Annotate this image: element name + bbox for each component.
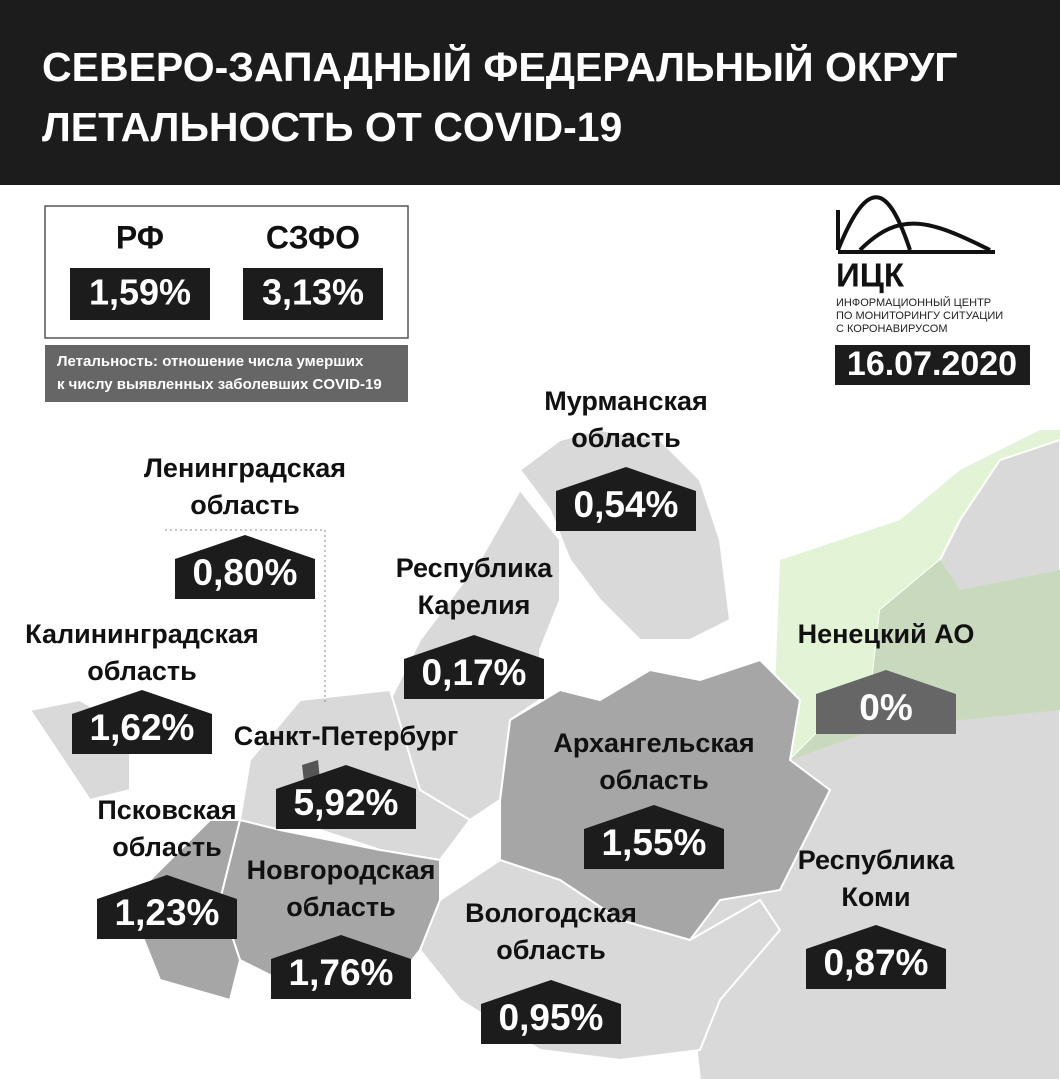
region-name: Калининградская [25, 619, 259, 649]
region-value: 0,80% [193, 552, 298, 593]
value-badge [276, 765, 416, 829]
region-value: 1,55% [602, 822, 707, 863]
logo-line: ПО МОНИТОРИНГУ СИТУАЦИИ [836, 310, 1003, 322]
region-value: 1,62% [90, 707, 195, 748]
value-badge [97, 875, 237, 939]
value-badge [404, 635, 544, 699]
value-badge [584, 805, 724, 869]
summary-label: РФ [116, 219, 164, 255]
summary-value-box [70, 268, 210, 320]
value-badge [72, 690, 212, 754]
logo [836, 195, 995, 254]
leader-line [165, 529, 326, 705]
region-value: 5,92% [294, 782, 399, 823]
region-name: область [286, 892, 396, 922]
value-badge [806, 925, 946, 989]
title: СЕВЕРО-ЗАПАДНЫЙ ФЕДЕРАЛЬНЫЙ ОКРУГ [42, 44, 958, 90]
region-murmansk [518, 428, 732, 641]
region-name: Мурманская [544, 386, 708, 416]
value-badge [556, 467, 696, 531]
value-badge [816, 670, 956, 734]
value-badge [175, 535, 315, 599]
region-name: Республика [798, 845, 956, 875]
logo-line: ИНФОРМАЦИОННЫЙ ЦЕНТР [836, 296, 991, 309]
region-name: Псковская [97, 795, 236, 825]
region-name: область [190, 490, 300, 520]
region-value: 0,54% [574, 484, 679, 525]
region-value: 1,23% [115, 892, 220, 933]
value-badge [481, 980, 621, 1044]
region-value: 0% [859, 687, 912, 728]
date: 16.07.2020 [847, 345, 1017, 383]
region-name: область [599, 765, 709, 795]
region-value: 0,87% [824, 942, 929, 983]
region-name: область [87, 656, 197, 686]
region-name: Вологодская [465, 898, 637, 928]
region-name: Ненецкий АО [798, 619, 975, 649]
region-name: Санкт-Петербург [234, 721, 458, 751]
region-name: область [112, 832, 222, 862]
value-badge [271, 935, 411, 999]
summary-label: СЗФО [266, 219, 360, 255]
region-value: 1,76% [289, 952, 394, 993]
region-name: Ленинградская [144, 453, 346, 483]
summary-value: 1,59% [89, 272, 191, 313]
note: к числу выявленных заболевших COVID-19 [57, 376, 382, 393]
header-band [0, 0, 1060, 185]
region-name: Республика [396, 553, 554, 583]
note: Летальность: отношение числа умерших [57, 353, 364, 370]
region-name: область [571, 423, 681, 453]
note-bar [45, 345, 408, 402]
region-value: 0,95% [499, 997, 604, 1038]
region-name: Карелия [418, 590, 531, 620]
summary-value: 3,13% [262, 272, 364, 313]
region-name: Коми [841, 882, 910, 912]
region-value: 0,17% [422, 652, 527, 693]
logo-line: С КОРОНАВИРУСОМ [836, 323, 948, 335]
date-box [835, 345, 1030, 385]
title: ЛЕТАЛЬНОСТЬ ОТ COVID-19 [42, 104, 622, 150]
region-name: область [496, 935, 606, 965]
region-name: Новгородская [247, 855, 436, 885]
summary-value-box [243, 268, 383, 320]
region-name: Архангельская [553, 728, 754, 758]
logo-name: ИЦК [836, 257, 905, 294]
